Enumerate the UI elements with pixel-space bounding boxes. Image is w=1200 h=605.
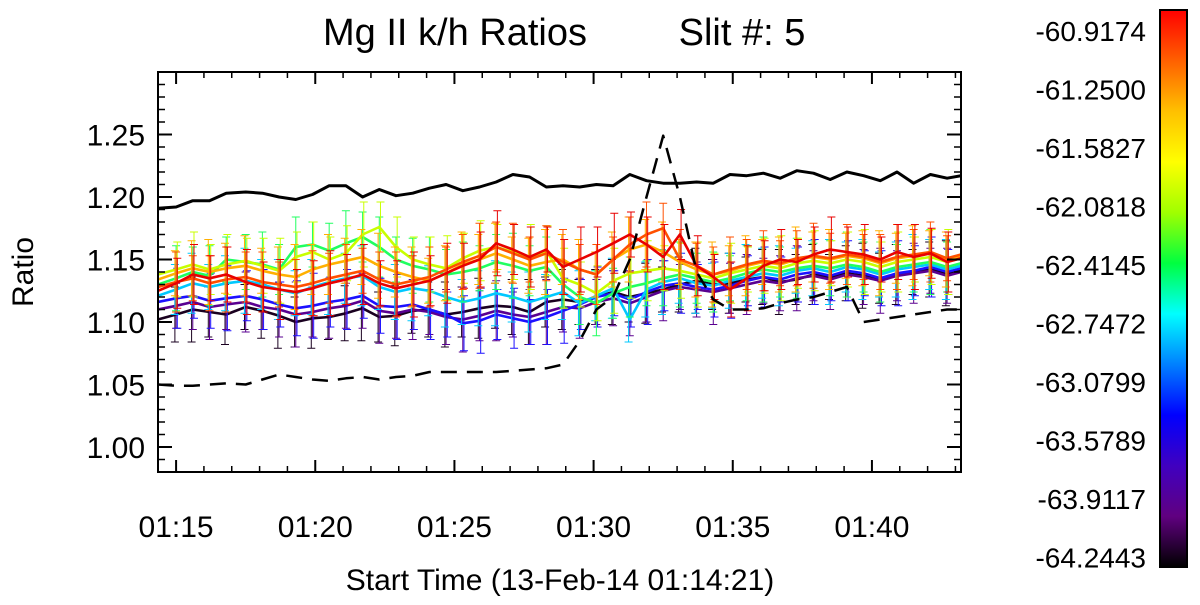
upper-reference-line [158,169,961,210]
x-tick-label: 01:30 [556,511,631,544]
series-line [158,233,961,294]
y-tick-label: 1.00 [87,432,145,465]
x-axis-tick-labels: 01:15 01:20 01:25 01:30 01:35 01:40 [139,511,910,544]
lower-reference-line [158,134,961,388]
chart-subtitle: Slit #: 5 [679,12,806,54]
colorbar-label: -64.2443 [1035,543,1146,574]
y-tick-label: 1.15 [87,245,145,278]
series-line [158,226,961,289]
x-tick-label: 01:20 [278,511,353,544]
plot-frame [157,71,962,473]
colorbar-label: -60.9174 [1035,16,1146,47]
colorbar-label: -63.0799 [1035,367,1146,398]
colorbar-labels: -60.9174 -61.2500 -61.5827 -62.0818 -62.4145… [1035,16,1146,574]
plot-marks [158,134,961,388]
colorbar-label: -63.9117 [1038,484,1146,515]
y-axis-label: Ratio [7,237,40,307]
colorbar-label: -63.5789 [1035,426,1146,457]
colorbar-label: -61.5827 [1035,133,1146,164]
series-2 [158,236,961,354]
colorbar-label: -62.4145 [1035,250,1146,281]
y-tick-label: 1.20 [87,182,145,215]
y-axis-tick-labels: 1.00 1.05 1.10 1.15 1.20 1.25 [87,120,145,466]
y-tick-label: 1.25 [87,120,145,153]
y-tick-label: 1.10 [87,307,145,340]
axis-ticks [158,72,961,472]
series-7 [158,201,961,318]
series-8 [158,209,961,320]
x-axis-label: Start Time (13-Feb-14 01:14:21) [346,564,775,597]
colorbar-label: -62.0818 [1035,192,1146,223]
colorbar [1159,9,1188,568]
y-tick-label: 1.05 [87,370,145,403]
colorbar-label: -61.2500 [1035,75,1146,106]
x-tick-label: 01:35 [695,511,770,544]
colorbar-label: -62.7472 [1035,309,1146,340]
x-tick-label: 01:40 [834,511,909,544]
x-tick-label: 01:15 [139,511,214,544]
x-tick-label: 01:25 [417,511,492,544]
chart-title: Mg II k/h Ratios [323,12,587,54]
